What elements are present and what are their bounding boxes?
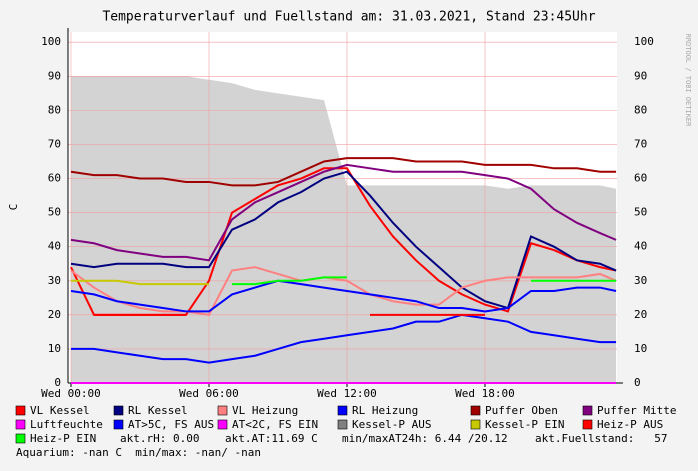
legend-swatch <box>15 419 26 430</box>
y-tick-label-right: 50 <box>634 206 647 219</box>
legend-swatch <box>582 419 593 430</box>
y-tick-label-right: 40 <box>634 240 647 253</box>
x-tick-label: Wed 18:00 <box>455 387 515 400</box>
legend-label: Luftfeuchte <box>30 418 103 431</box>
legend-swatch <box>113 419 124 430</box>
y-tick-label: 50 <box>48 206 61 219</box>
legend-swatch <box>470 419 481 430</box>
legend-label: Puffer Mitte <box>597 404 676 417</box>
series-line <box>70 157 617 187</box>
series-line <box>70 279 617 313</box>
y-tick-label: 90 <box>48 69 61 82</box>
legend-label: RL Kessel <box>128 404 188 417</box>
y-tick-label-right: 10 <box>634 342 647 355</box>
legend-swatch <box>337 405 348 416</box>
legend-swatch <box>15 433 26 444</box>
legend-swatch <box>113 405 124 416</box>
info-text: akt.rH: 0.00 <box>120 432 199 445</box>
legend-label: Kessel-P AUS <box>352 418 431 431</box>
y-tick-label: 30 <box>48 274 61 287</box>
legend-label: Kessel-P EIN <box>485 418 564 431</box>
legend-label: Heiz-P AUS <box>597 418 663 431</box>
info-text: min/maxAT24h: 6.44 /20.12 <box>342 432 508 445</box>
series-line <box>70 163 617 262</box>
series-line <box>70 279 209 286</box>
y-tick-label: 0 <box>54 376 61 389</box>
y-tick-label-right: 30 <box>634 274 647 287</box>
legend-swatch <box>217 405 228 416</box>
legend-label: VL Kessel <box>30 404 90 417</box>
y-tick-label: 60 <box>48 172 61 185</box>
y-axis-label: C <box>7 204 20 211</box>
y-tick-label: 100 <box>41 35 61 48</box>
x-tick-label: Wed 00:00 <box>41 387 101 400</box>
y-tick-label: 10 <box>48 342 61 355</box>
y-tick-label-right: 100 <box>634 35 654 48</box>
info-text: akt.Fuellstand: 57 <box>535 432 667 445</box>
legend-label: RL Heizung <box>352 404 418 417</box>
y-tick-label: 20 <box>48 308 61 321</box>
y-tick-label-right: 20 <box>634 308 647 321</box>
y-tick-label: 40 <box>48 240 61 253</box>
series-line <box>70 266 617 316</box>
legend-swatch <box>337 419 348 430</box>
y-tick-label-right: 0 <box>634 376 641 389</box>
chart-title: Temperaturverlauf und Fuellstand am: 31.… <box>102 10 595 25</box>
y-tick-label-right: 80 <box>634 103 647 116</box>
legend-swatch <box>582 405 593 416</box>
fill-level-area <box>70 76 617 384</box>
legend-swatch <box>217 419 228 430</box>
y-tick-label-right: 90 <box>634 69 647 82</box>
y-tick-label: 80 <box>48 103 61 116</box>
series-line <box>70 170 617 310</box>
series-line <box>70 313 617 364</box>
x-tick-label: Wed 06:00 <box>179 387 239 400</box>
y-tick-label-right: 60 <box>634 172 647 185</box>
info-text: akt.AT:11.69 C <box>225 432 318 445</box>
legend-label: Heiz-P EIN <box>30 432 96 445</box>
series-line <box>231 276 617 286</box>
legend-label: AT<2C, FS EIN <box>232 418 318 431</box>
legend-swatch <box>470 405 481 416</box>
watermark: RRDTOOL / TOBI OETIKER <box>684 34 692 128</box>
legend-label: VL Heizung <box>232 404 298 417</box>
y-tick-label-right: 70 <box>634 137 647 150</box>
legend-swatch <box>15 405 26 416</box>
info-text: Aquarium: -nan C min/max: -nan/ -nan <box>16 446 261 459</box>
y-tick-label: 70 <box>48 137 61 150</box>
legend-label: Puffer Oben <box>485 404 558 417</box>
x-tick-label: Wed 12:00 <box>317 387 377 400</box>
legend-label: AT>5C, FS AUS <box>128 418 214 431</box>
